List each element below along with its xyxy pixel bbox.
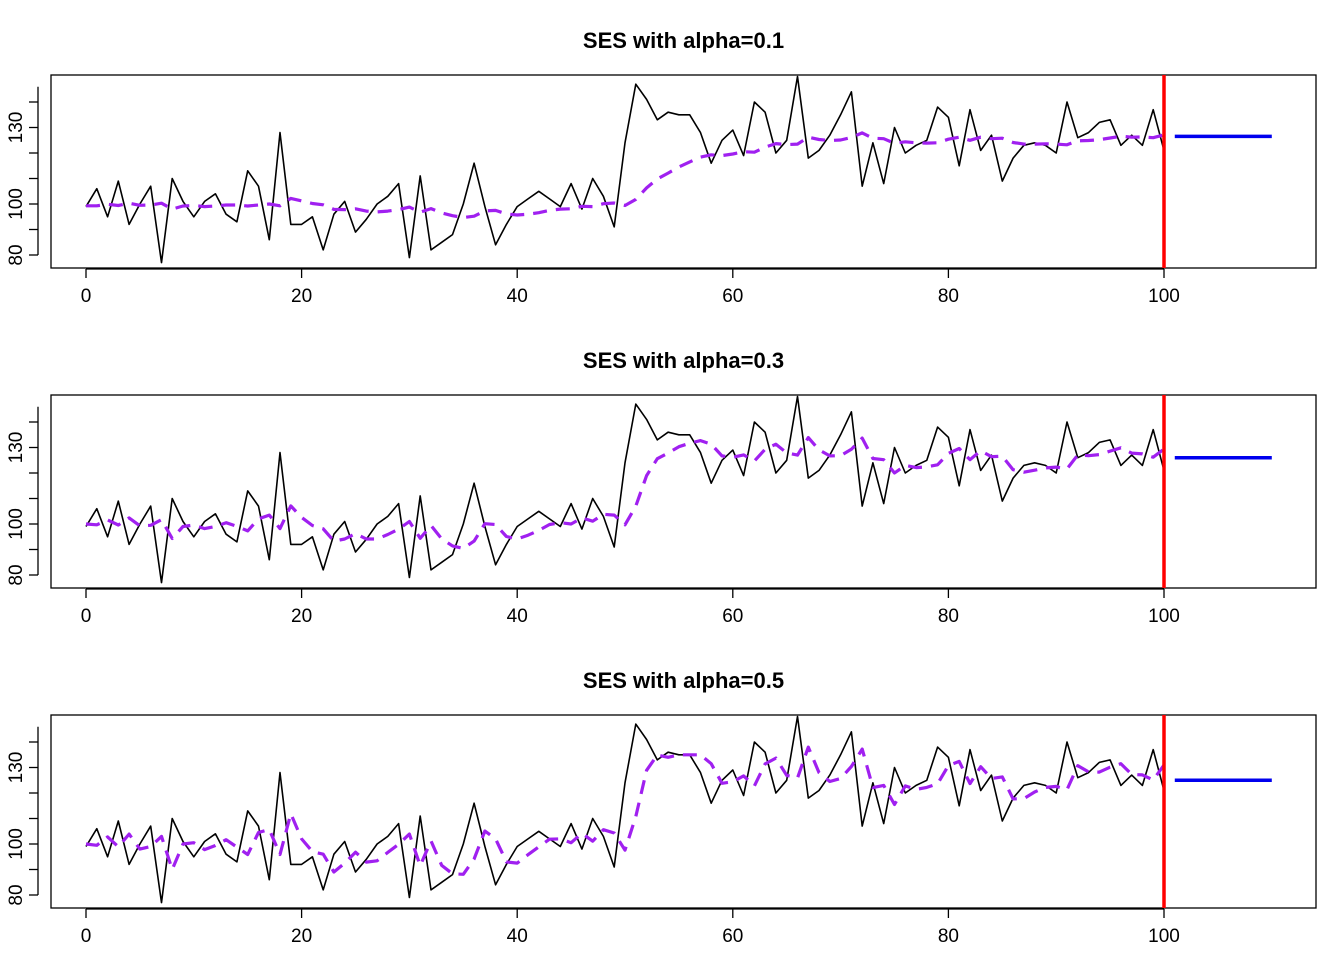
fitted-series-line (86, 131, 1165, 220)
observed-series-line (85, 715, 1165, 904)
x-tick-label: 40 (507, 286, 528, 307)
panel-title: SES with alpha=0.5 (583, 668, 784, 693)
x-tick-label: 0 (81, 926, 92, 947)
x-tick-label: 20 (291, 606, 312, 627)
observed-series-line (85, 395, 1165, 584)
y-tick-label: 80 (6, 244, 27, 265)
x-tick-label: 80 (938, 926, 959, 947)
panel-title: SES with alpha=0.1 (583, 28, 784, 53)
plot-frame (50, 394, 1317, 589)
x-tick-label: 20 (291, 286, 312, 307)
y-tick-label: 130 (6, 112, 27, 144)
x-tick-label: 40 (507, 926, 528, 947)
plot-frame (50, 74, 1317, 269)
observed-series-line (85, 75, 1165, 264)
y-tick-label: 80 (6, 564, 27, 585)
y-tick-label: 100 (6, 188, 27, 220)
y-tick-label: 100 (6, 508, 27, 540)
plot-frame (50, 714, 1317, 909)
x-tick-label: 40 (507, 606, 528, 627)
x-tick-label: 80 (938, 606, 959, 627)
x-tick-label: 80 (938, 286, 959, 307)
panel-title: SES with alpha=0.3 (583, 348, 784, 373)
x-tick-label: 60 (722, 286, 743, 307)
x-tick-label: 0 (81, 606, 92, 627)
panel-1: SES with alpha=0.1 0 20 40 60 80 100 80 100 130 (6, 28, 1317, 307)
y-tick-label: 100 (6, 828, 27, 860)
x-tick-label: 20 (291, 926, 312, 947)
y-tick-label: 80 (6, 884, 27, 905)
x-tick-label: 0 (81, 286, 92, 307)
x-tick-label: 100 (1148, 926, 1180, 947)
x-tick-label: 100 (1148, 606, 1180, 627)
y-tick-label: 130 (6, 432, 27, 464)
y-tick-label: 130 (6, 752, 27, 784)
fitted-series-line (85, 745, 1166, 876)
panel-2: SES with alpha=0.3 0 20 40 60 80 100 80 100 130 (6, 348, 1317, 627)
fitted-series-line (85, 436, 1165, 551)
x-tick-label: 100 (1148, 286, 1180, 307)
panel-3: SES with alpha=0.5 0 20 40 60 80 100 80 100 130 (6, 668, 1317, 947)
x-tick-label: 60 (722, 926, 743, 947)
x-tick-label: 60 (722, 606, 743, 627)
